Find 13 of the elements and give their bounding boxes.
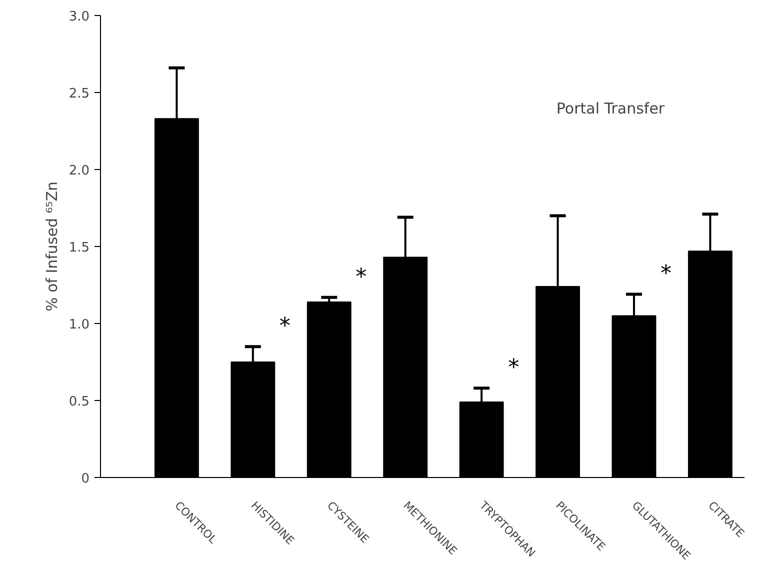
annotation: * <box>279 314 290 340</box>
y-tick-label: 0 <box>81 472 90 486</box>
y-tick-label: 1.0 <box>68 318 90 332</box>
annotation: * <box>660 262 672 287</box>
y-tick-label: 2.5 <box>68 86 90 102</box>
y-tick-label: 0.5 <box>68 394 90 410</box>
y-axis-title: % of Infused ⁶⁵Zn <box>42 181 61 312</box>
annotation: * <box>508 356 520 381</box>
y-tick-label: 2.0 <box>68 164 90 178</box>
y-tick-label: 3.0 <box>68 10 90 24</box>
annotation: * <box>356 264 367 290</box>
text: Portal Transfer <box>556 100 666 118</box>
y-tick-label: 1.5 <box>68 240 90 256</box>
